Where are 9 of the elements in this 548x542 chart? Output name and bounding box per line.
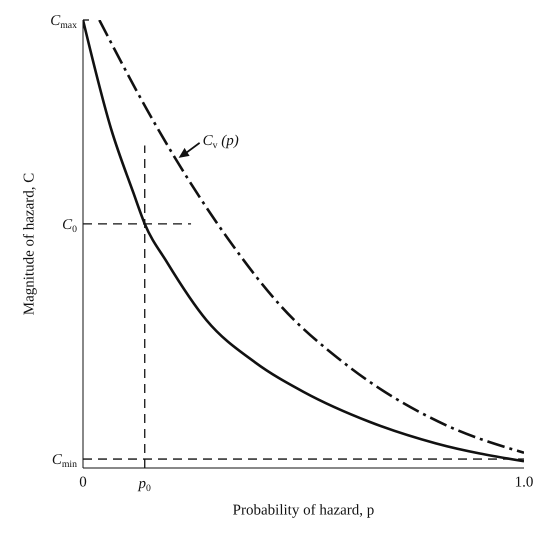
y-axis-title: Magnitude of hazard, C — [21, 172, 38, 316]
ref-line-label: p$_{0}$ — [138, 476, 152, 494]
ref-line-label: C$_{0}$ — [62, 216, 78, 235]
annotation: C$_{max}$ — [50, 13, 78, 31]
x-tick-label: 0 — [79, 474, 87, 491]
ref-line-label: C$_{min}$ — [52, 452, 78, 470]
x-tick-label: 1.0 — [514, 474, 534, 491]
x-axis-title: Probability of hazard, p — [232, 502, 374, 519]
legend-label: C$_{v}$ (p) — [202, 132, 239, 151]
